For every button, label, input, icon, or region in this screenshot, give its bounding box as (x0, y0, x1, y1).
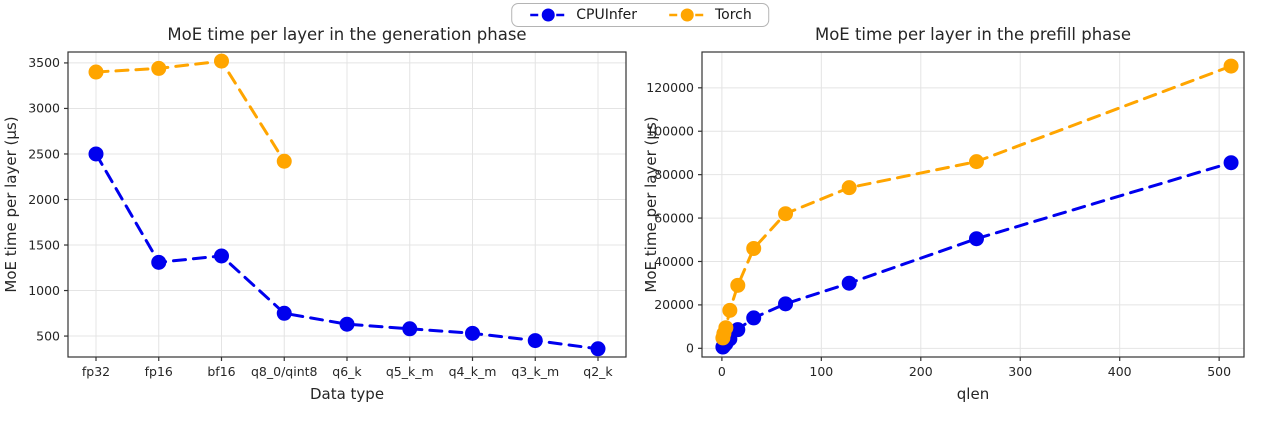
legend-swatch-circle-icon (530, 8, 567, 22)
y-tick-label: 3500 (28, 55, 60, 70)
data-point-torch (151, 60, 167, 76)
x-tick-label: q3_k_m (511, 364, 559, 379)
y-tick-label: 1000 (28, 283, 60, 298)
data-point-torch (746, 240, 762, 256)
data-point-torch (718, 320, 734, 336)
chart-title: MoE time per layer in the generation pha… (167, 25, 526, 44)
y-tick-label: 2000 (28, 192, 60, 207)
data-point-cpuinfer (339, 316, 355, 332)
data-point-torch (214, 53, 229, 69)
data-point-torch (841, 180, 857, 196)
prefill-phase-chart: 0 20000 40000 60000 80000 100000 120000 0 100 200… (642, 25, 1245, 403)
chart-title: MoE time per layer in the prefill phase (815, 25, 1131, 44)
series-line-torch (721, 64, 1233, 340)
series-line-cpuinfer (721, 161, 1233, 349)
x-tick-label: bf16 (207, 364, 235, 379)
data-point-torch (968, 154, 984, 170)
legend-item-torch: Torch (667, 7, 752, 23)
data-point-torch (88, 64, 104, 80)
legend: CPUInfer Torch (511, 3, 769, 27)
y-tick-label: 3000 (28, 101, 60, 116)
series-line-cpuinfer (94, 152, 600, 351)
data-point-cpuinfer (841, 275, 857, 291)
data-point-cpuinfer (402, 321, 418, 337)
y-tick-label: 500 (36, 328, 60, 343)
data-point-cpuinfer (88, 146, 104, 162)
y-tick-label: 20000 (654, 297, 694, 312)
data-point-cpuinfer (151, 254, 167, 270)
y-tick-label: 120000 (646, 80, 694, 95)
data-point-cpuinfer (214, 248, 229, 264)
x-tick-label: q4_k_m (449, 364, 497, 379)
x-tick-label: fp32 (82, 364, 110, 379)
x-tick-label: 200 (909, 364, 933, 379)
data-point-torch (730, 277, 746, 293)
x-tick-label: 300 (1008, 364, 1032, 379)
data-point-cpuinfer (968, 231, 984, 247)
data-point-cpuinfer (465, 325, 480, 341)
y-tick-label: 40000 (654, 254, 694, 269)
x-tick-label: fp16 (145, 364, 173, 379)
legend-label-cpuinfer: CPUInfer (576, 7, 637, 23)
x-tick-label: 400 (1108, 364, 1132, 379)
x-axis-label: Data type (310, 385, 384, 403)
data-point-torch (722, 302, 738, 318)
x-tick-label: 0 (718, 364, 726, 379)
y-tick-label: 1500 (28, 237, 60, 252)
y-tick-label: 100000 (646, 124, 694, 139)
data-point-cpuinfer (527, 333, 543, 349)
x-axis-label: qlen (957, 385, 989, 403)
legend-swatch-circle-icon (669, 8, 705, 22)
series-line-torch (94, 59, 286, 163)
data-point-cpuinfer (590, 341, 606, 357)
x-tick-label: q2_k (583, 364, 613, 379)
data-point-cpuinfer (778, 296, 794, 312)
y-axis-label: MoE time per layer (µs) (2, 116, 20, 292)
y-tick-label: 0 (686, 341, 694, 356)
x-tick-label: q8_0/qint8 (251, 364, 318, 379)
y-axis-label: MoE time per layer (µs) (642, 116, 660, 292)
data-point-cpuinfer (1223, 155, 1239, 171)
x-tick-label: 500 (1207, 364, 1231, 379)
x-tick-label: 100 (809, 364, 833, 379)
data-point-cpuinfer (276, 305, 292, 321)
x-tick-label: q5_k_m (386, 364, 434, 379)
generation-phase-chart: 500 1000 1500 2000 2500 3000 3500 fp32 fp16 bf16 q… (2, 25, 627, 403)
y-tick-label: 60000 (654, 210, 694, 225)
y-tick-label: 2500 (28, 146, 60, 161)
legend-item-cpuinfer: CPUInfer (528, 7, 637, 23)
y-tick-label: 80000 (654, 167, 694, 182)
x-tick-label: q6_k (332, 364, 362, 379)
data-point-torch (276, 153, 292, 169)
plot-border (701, 51, 1245, 358)
data-point-torch (1223, 58, 1239, 74)
data-point-torch (778, 206, 794, 222)
data-point-cpuinfer (746, 310, 762, 326)
legend-label-torch: Torch (715, 7, 752, 23)
